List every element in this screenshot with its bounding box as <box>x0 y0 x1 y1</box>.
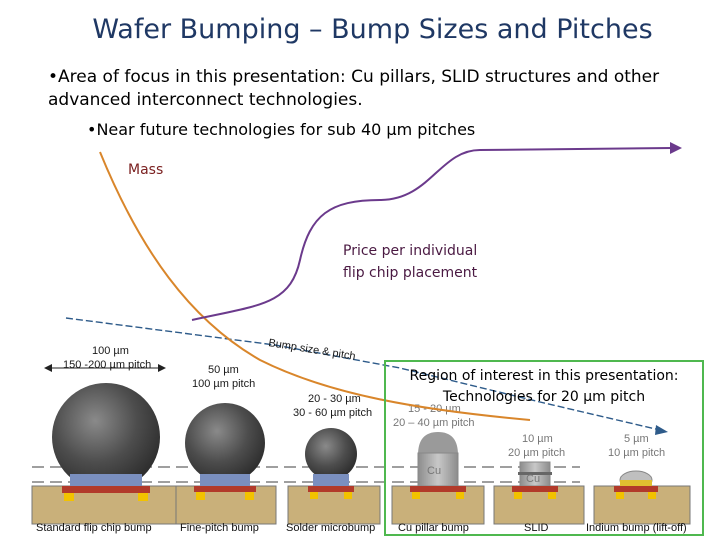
standard-flip-chip-bump <box>52 383 160 501</box>
trend-label: Bump size & pitch <box>268 337 357 363</box>
cu-pillar-bump: Cu <box>410 432 466 499</box>
caption-slid: SLID <box>524 522 549 534</box>
slid-bump: Cu <box>512 461 558 499</box>
price-label-line1: Price per individual <box>343 243 478 259</box>
bump4-pitch: 20 – 40 µm pitch <box>393 417 475 429</box>
trend-line <box>65 317 661 431</box>
price-curve <box>191 147 673 321</box>
bump1-size: 100 µm <box>92 345 129 357</box>
caption-microbump: Solder microbump <box>286 522 375 534</box>
solder-microbump <box>305 428 357 499</box>
region-text: Region of interest in this presentation:… <box>386 366 702 408</box>
region-of-interest-box: Region of interest in this presentation:… <box>384 360 704 536</box>
price-label-line2: flip chip placement <box>343 265 478 281</box>
mass-label: Mass <box>128 162 164 178</box>
page-title: Wafer Bumping – Bump Sizes and Pitches <box>92 14 653 45</box>
bump3-pitch: 30 - 60 µm pitch <box>293 407 372 419</box>
bump5-size: 10 µm <box>522 433 553 445</box>
price-label: Price per individual flip chip placement <box>343 240 477 284</box>
bump3-size: 20 - 30 µm <box>308 393 361 405</box>
bump2-size: 50 µm <box>208 364 239 376</box>
bump2-pitch: 100 µm pitch <box>192 378 255 390</box>
cu-label: Cu <box>427 465 441 477</box>
caption-indium: Indium bump (lift-off) <box>586 522 687 534</box>
bump1-pitch: 150 -200 µm pitch <box>63 359 151 371</box>
cu-slid-label: Cu <box>526 473 540 485</box>
region-line1: Region of interest in this presentation: <box>409 368 679 384</box>
bump6-size: 5 µm <box>624 433 649 445</box>
bullet-near-future: •Near future technologies for sub 40 µm … <box>87 120 476 139</box>
bump6-pitch: 10 µm pitch <box>608 447 665 459</box>
caption-cu-pillar: Cu pillar bump <box>398 522 469 534</box>
indium-bump <box>614 470 658 499</box>
fine-pitch-bump <box>185 403 265 500</box>
region-line2: Technologies for 20 µm pitch <box>442 389 646 405</box>
bullet-focus: •Area of focus in this presentation: Cu … <box>48 67 660 110</box>
caption-standard: Standard flip chip bump <box>36 522 152 534</box>
caption-fine-pitch: Fine-pitch bump <box>180 522 259 534</box>
mass-curve <box>99 151 531 421</box>
bump5-pitch: 20 µm pitch <box>508 447 565 459</box>
